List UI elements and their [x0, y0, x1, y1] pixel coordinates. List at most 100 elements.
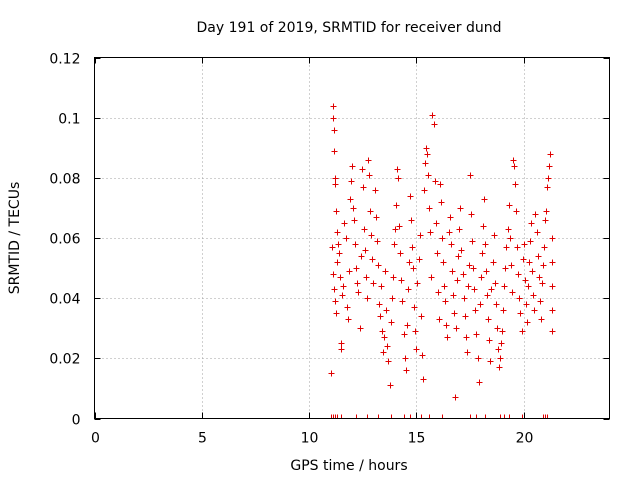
- data-point: [492, 280, 499, 287]
- data-point: [346, 268, 353, 275]
- data-point: [443, 322, 450, 329]
- data-point: [494, 325, 501, 332]
- data-point: [513, 208, 520, 215]
- data-point: [398, 277, 405, 284]
- data-point: [549, 328, 556, 335]
- data-point: [488, 286, 495, 293]
- data-point: [382, 268, 389, 275]
- data-point: [483, 268, 490, 275]
- data-point: [413, 346, 420, 353]
- data-point: [527, 238, 534, 245]
- y-tick-label: 0: [72, 413, 81, 429]
- data-point: [520, 256, 527, 263]
- data-point: [464, 349, 471, 356]
- data-point: [431, 121, 438, 128]
- data-point: [423, 145, 430, 152]
- data-point: [362, 247, 369, 254]
- data-point: [432, 178, 439, 185]
- x-tick-label: 15: [408, 431, 426, 447]
- data-point: [542, 217, 549, 224]
- data-point: [407, 193, 414, 200]
- data-point: [465, 283, 472, 290]
- data-point: [402, 355, 409, 362]
- rug-markers: [331, 414, 548, 419]
- data-point: [526, 259, 533, 266]
- data-point: [331, 127, 338, 134]
- x-tick-label: 20: [516, 431, 534, 447]
- data-point: [380, 349, 387, 356]
- data-point: [447, 214, 454, 221]
- data-point: [387, 382, 394, 389]
- data-point: [502, 265, 509, 272]
- data-point: [515, 271, 522, 278]
- data-point: [373, 214, 380, 221]
- data-point: [396, 223, 403, 230]
- data-point: [409, 244, 416, 251]
- data-point: [545, 175, 552, 182]
- data-point: [470, 265, 477, 272]
- data-point: [508, 262, 515, 269]
- data-point: [352, 241, 359, 248]
- data-point: [347, 196, 354, 203]
- data-point: [473, 331, 480, 338]
- data-point: [446, 229, 453, 236]
- data-point: [495, 346, 502, 353]
- data-point: [330, 271, 337, 278]
- data-point: [457, 205, 464, 212]
- data-point: [393, 202, 400, 209]
- data-point: [507, 235, 514, 242]
- data-point: [469, 238, 476, 245]
- data-point: [339, 292, 346, 299]
- data-point: [500, 307, 507, 314]
- data-point: [411, 304, 418, 311]
- data-point: [416, 256, 423, 263]
- data-point: [403, 367, 410, 374]
- data-point: [549, 235, 556, 242]
- data-point: [525, 283, 532, 290]
- data-point: [510, 157, 517, 164]
- data-point: [417, 232, 424, 239]
- data-point: [490, 259, 497, 266]
- data-point: [345, 316, 352, 323]
- data-point: [440, 259, 447, 266]
- data-point: [535, 253, 542, 260]
- data-point: [353, 265, 360, 272]
- data-point: [354, 280, 361, 287]
- data-point: [335, 241, 342, 248]
- data-point: [475, 355, 482, 362]
- data-point: [397, 250, 404, 257]
- data-point: [359, 166, 366, 173]
- data-point: [410, 265, 417, 272]
- data-point: [438, 199, 445, 206]
- data-point: [479, 250, 486, 257]
- data-point: [419, 352, 426, 359]
- data-point: [452, 394, 459, 401]
- data-point: [529, 268, 536, 275]
- data-point: [378, 283, 385, 290]
- data-point: [458, 247, 465, 254]
- data-point: [468, 211, 475, 218]
- data-point: [332, 175, 339, 182]
- data-point: [539, 280, 546, 287]
- data-point: [390, 274, 397, 281]
- data-point: [367, 208, 374, 215]
- data-point: [519, 328, 526, 335]
- data-point: [448, 241, 455, 248]
- y-tick-label: 0.04: [49, 292, 80, 308]
- x-tick-label: 0: [91, 431, 100, 447]
- data-point: [351, 217, 358, 224]
- data-point: [332, 181, 339, 188]
- data-point: [384, 343, 391, 350]
- y-tick-label: 0.08: [49, 172, 80, 188]
- data-point: [511, 163, 518, 170]
- data-point: [328, 370, 335, 377]
- data-point: [381, 334, 388, 341]
- data-point: [379, 328, 386, 335]
- data-point: [441, 283, 448, 290]
- data-point: [487, 358, 494, 365]
- data-point: [540, 262, 547, 269]
- data-point: [405, 286, 412, 293]
- data-point: [472, 307, 479, 314]
- data-point: [338, 340, 345, 347]
- data-point: [391, 241, 398, 248]
